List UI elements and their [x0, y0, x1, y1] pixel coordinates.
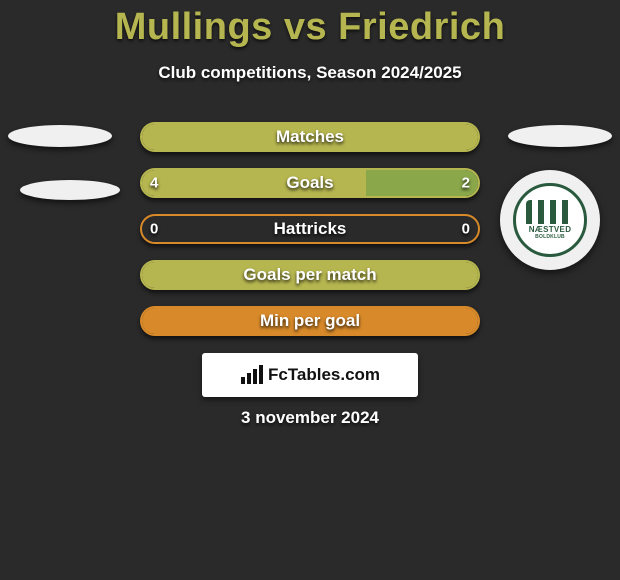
bar-fill	[142, 262, 478, 288]
bar-track	[140, 214, 480, 244]
comparison-infographic: Mullings vs Friedrich Club competitions,…	[0, 0, 620, 580]
bar-left-value: 0	[150, 221, 158, 238]
page-title: Mullings vs Friedrich	[0, 0, 620, 49]
right-club-shadow	[508, 125, 612, 147]
bars-chart-icon	[240, 365, 264, 385]
bar-fill	[142, 124, 478, 150]
bar-right-value: 2	[462, 175, 470, 192]
stat-bars: Matches 4 Goals 2 0 Hattricks 0 Goals pe…	[140, 122, 480, 352]
left-club-shadow-2	[20, 180, 120, 200]
club-name: NÆSTVED	[529, 226, 572, 234]
bar-fill	[142, 308, 478, 334]
brand-text: FcTables.com	[268, 365, 380, 385]
bar-goals-per-match: Goals per match	[140, 260, 480, 290]
bar-track	[140, 168, 480, 198]
bar-track	[140, 122, 480, 152]
club-subname: BOLDKLUB	[535, 234, 565, 240]
bar-left-value: 4	[150, 175, 158, 192]
left-club-shadow-1	[8, 125, 112, 147]
bar-hattricks: 0 Hattricks 0	[140, 214, 480, 244]
bar-goals: 4 Goals 2	[140, 168, 480, 198]
crest-stripes-icon	[526, 200, 574, 224]
brand-watermark: FcTables.com	[202, 353, 418, 397]
snapshot-date: 3 november 2024	[0, 408, 620, 428]
bar-right-value: 0	[462, 221, 470, 238]
club-crest: NÆSTVED BOLDKLUB	[513, 183, 587, 257]
season-subtitle: Club competitions, Season 2024/2025	[0, 63, 620, 83]
bar-track	[140, 306, 480, 336]
bar-min-per-goal: Min per goal	[140, 306, 480, 336]
bar-track	[140, 260, 480, 290]
bar-fill-left	[142, 170, 366, 196]
right-club-badge: NÆSTVED BOLDKLUB	[500, 170, 600, 270]
bar-matches: Matches	[140, 122, 480, 152]
